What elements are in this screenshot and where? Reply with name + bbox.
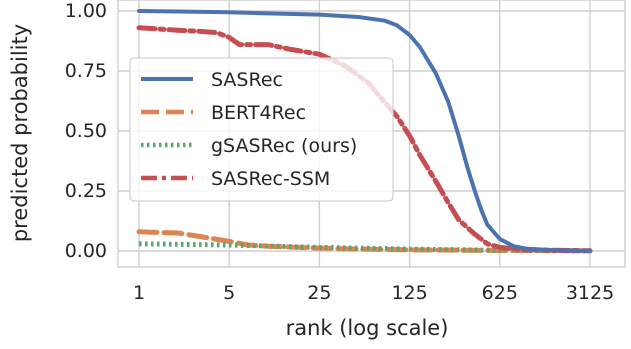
x-tick-labels: 1 5 25 125 625 3125 [133,282,614,304]
plot-frame [117,0,626,268]
y-tick-labels: 0.00 0.25 0.50 0.75 1.00 [65,0,107,262]
x-tick-label: 125 [391,282,427,304]
legend-box [129,57,394,202]
y-tick-label: 0.25 [65,180,107,202]
legend-label-sasrec-ssm: SASRec-SSM [211,168,330,190]
legend: SASRec BERT4Rec gSASRec (ours) SASRec-SSM [129,57,394,202]
x-tick-label: 625 [482,282,518,304]
x-tick-label: 1 [133,282,145,304]
legend-label-bert4rec: BERT4Rec [211,102,306,124]
y-tick-label: 0.50 [65,120,107,142]
legend-label-sasrec: SASRec [211,69,283,91]
x-tick-label: 25 [307,282,331,304]
y-tick-label: 0.75 [65,60,107,82]
x-tick-label: 5 [223,282,235,304]
series-line-sasrec [137,9,592,253]
legend-label-gsasrec-ours: gSASRec (ours) [211,135,357,157]
y-tick-label: 0.00 [65,240,107,262]
x-tick-label: 3125 [566,282,614,304]
y-axis-label: predicted probability [8,24,32,242]
x-axis-label: rank (log scale) [286,316,449,340]
y-tick-label: 1.00 [65,0,107,22]
